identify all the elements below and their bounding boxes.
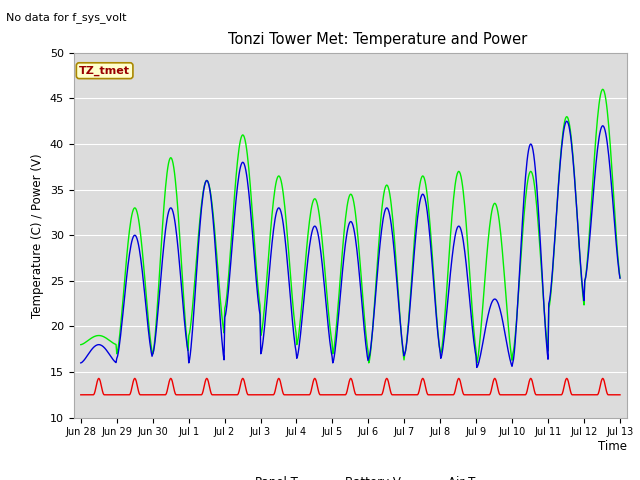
Y-axis label: Temperature (C) / Power (V): Temperature (C) / Power (V): [31, 153, 44, 317]
Title: Tonzi Tower Met: Temperature and Power: Tonzi Tower Met: Temperature and Power: [228, 33, 528, 48]
Legend: Panel T, Battery V, Air T: Panel T, Battery V, Air T: [221, 471, 480, 480]
Text: TZ_tmet: TZ_tmet: [79, 66, 130, 76]
X-axis label: Time: Time: [598, 440, 627, 453]
Text: No data for f_sys_volt: No data for f_sys_volt: [6, 12, 127, 23]
